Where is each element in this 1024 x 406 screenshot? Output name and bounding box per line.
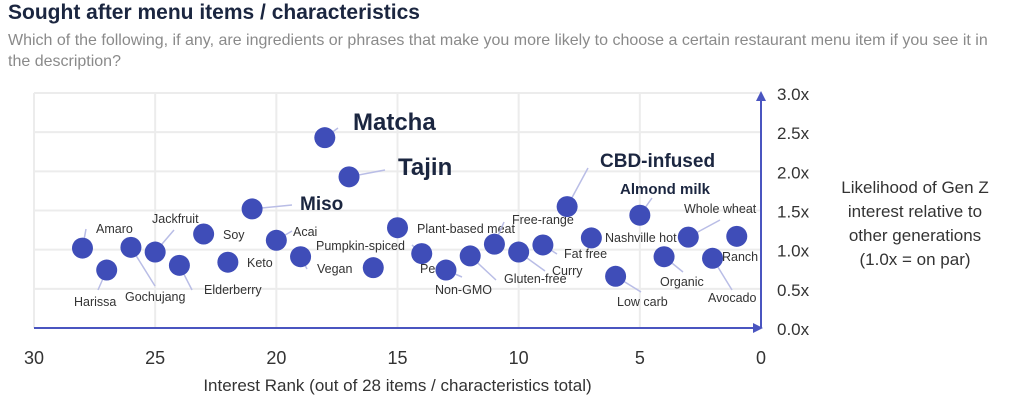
x-tick-label: 0 [756, 348, 766, 368]
chart-subtitle: Which of the following, if any, are ingr… [8, 32, 988, 70]
point-label: Vegan [317, 262, 353, 276]
data-point [314, 127, 336, 149]
y-axis-label-line: (1.0x = on par) [859, 250, 971, 269]
data-point [96, 259, 118, 281]
x-axis-label: Interest Rank (out of 28 items / charact… [203, 376, 591, 395]
data-point [362, 257, 384, 279]
data-point [193, 223, 215, 245]
point-label: Non-GMO [435, 283, 492, 297]
point-label: Low carb [617, 295, 668, 309]
data-point [556, 196, 578, 218]
data-point [483, 233, 505, 255]
data-point [726, 225, 748, 247]
data-point [532, 234, 554, 256]
point-label: Curry [552, 264, 583, 278]
point-label: Tajin [398, 154, 452, 181]
data-point [120, 236, 142, 258]
data-point [508, 241, 530, 263]
point-label: Pumpkin-spiced [316, 239, 405, 253]
y-tick-label: 1.0x [777, 242, 810, 261]
point-label: Soy [223, 228, 245, 242]
point-label: Plant-based meat [417, 222, 516, 236]
point-label: Gluten-free [504, 272, 567, 286]
y-axis-label-line: Likelihood of Gen Z [841, 178, 989, 197]
x-tick-label: 25 [145, 348, 165, 368]
point-label: Amaro [96, 222, 133, 236]
y-tick-label: 2.0x [777, 163, 810, 182]
point-label: Harissa [74, 295, 116, 309]
point-label: Gochujang [125, 290, 186, 304]
x-axis-arrow-icon [753, 323, 763, 333]
point-label: Jackfruit [152, 212, 199, 226]
data-point [411, 243, 433, 265]
x-tick-label: 15 [387, 348, 407, 368]
data-point [387, 217, 408, 239]
data-point [629, 204, 651, 226]
data-point [168, 254, 190, 276]
point-label: Acai [293, 225, 317, 239]
point-label: Fat free [564, 247, 607, 261]
data-point [580, 227, 602, 249]
x-tick-label: 10 [509, 348, 529, 368]
y-tick-label: 2.5x [777, 124, 810, 143]
data-point [338, 166, 360, 188]
data-point [459, 245, 481, 267]
data-point [290, 246, 312, 268]
point-label: Organic [660, 275, 704, 289]
point-label: Avocado [708, 291, 756, 305]
x-tick-label: 5 [635, 348, 645, 368]
y-tick-label: 0.5x [777, 281, 810, 300]
data-point [702, 247, 724, 269]
data-point [217, 251, 239, 273]
x-tick-label: 30 [24, 348, 44, 368]
y-axis-label: Likelihood of Gen Z interest relative to… [830, 176, 1000, 272]
point-label: Elderberry [204, 283, 262, 297]
chart-title: Sought after menu items / characteristic… [8, 1, 420, 24]
data-point [653, 246, 675, 268]
point-label: Whole wheat [684, 202, 757, 216]
y-axis-label-line: interest relative to [847, 202, 983, 221]
data-point [435, 259, 457, 281]
y-tick-label: 0.0x [777, 320, 810, 339]
point-label: Matcha [353, 109, 436, 136]
point-label: Miso [300, 194, 343, 215]
y-tick-label: 1.5x [777, 203, 810, 222]
point-label: Ranch [722, 250, 758, 264]
y-axis-label-line: other generations [848, 226, 982, 245]
point-label: CBD-infused [600, 151, 715, 172]
point-label: Keto [247, 256, 273, 270]
data-point [265, 229, 287, 251]
point-label: Almond milk [620, 181, 711, 198]
y-axis-arrow-icon [756, 91, 766, 101]
x-tick-label: 20 [266, 348, 286, 368]
data-point [71, 237, 93, 259]
data-point [605, 265, 627, 287]
data-point [677, 226, 699, 248]
point-label: Nashville hot [605, 231, 677, 245]
point-label: Free-range [512, 213, 574, 227]
data-point [241, 198, 263, 220]
data-point [144, 241, 166, 263]
y-tick-label: 3.0x [777, 85, 810, 104]
